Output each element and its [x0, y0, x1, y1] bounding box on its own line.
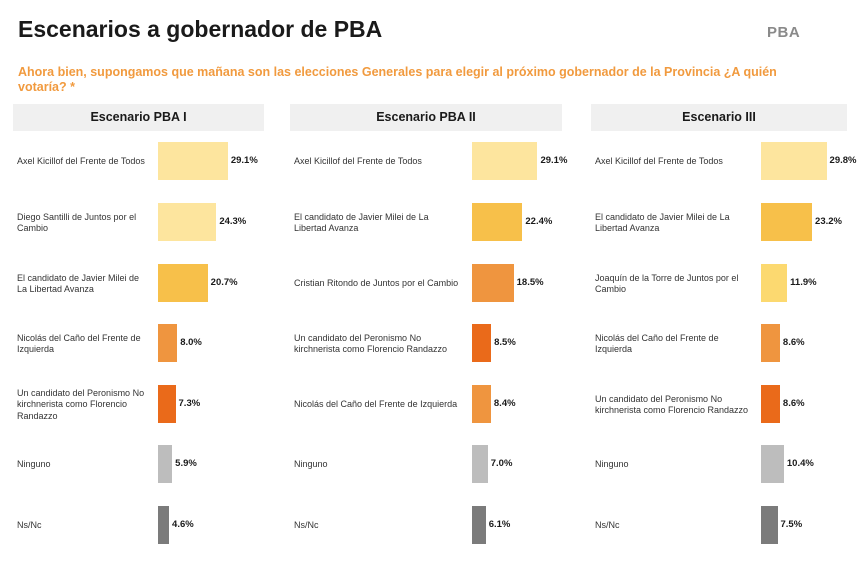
- bar-row: Un candidato del Peronismo No kirchneris…: [290, 324, 562, 364]
- category-label: Un candidato del Peronismo No kirchneris…: [595, 393, 749, 416]
- bar-row: Ninguno 10.4%: [591, 445, 847, 485]
- bar-row: Nicolás del Caño del Frente de Izquierda…: [591, 324, 847, 364]
- bar-row: Axel Kicillof del Frente de Todos 29.1%: [13, 142, 264, 182]
- scenario-title: Escenario PBA II: [290, 104, 562, 131]
- category-label: Nicolás del Caño del Frente de Izquierda: [294, 399, 458, 410]
- chart-title: Escenarios a gobernador de PBA: [18, 16, 383, 42]
- category-label: Nicolás del Caño del Frente de Izquierda: [17, 332, 141, 355]
- bar: [158, 385, 176, 423]
- bar: [158, 506, 170, 544]
- bar: [761, 506, 778, 544]
- category-label: Diego Santilli de Juntos por el Cambio: [17, 211, 137, 234]
- bar-row: El candidato de Javier Milei de La Liber…: [290, 203, 562, 243]
- value-label: 7.0%: [490, 458, 513, 469]
- value-label: 4.6%: [172, 519, 194, 530]
- bar-row: El candidato de Javier Milei de La Liber…: [591, 203, 847, 243]
- category-label: Ns/Nc: [294, 520, 319, 531]
- scenario-title: Escenario III: [591, 104, 847, 131]
- bar-row: Ninguno 5.9%: [13, 445, 264, 485]
- value-label: 20.7%: [210, 277, 238, 288]
- bar-row: Nicolás del Caño del Frente de Izquierda…: [290, 385, 562, 425]
- category-label: Un candidato del Peronismo No kirchneris…: [17, 387, 145, 421]
- bar: [761, 264, 788, 302]
- value-label: 24.3%: [219, 216, 247, 227]
- bar-row: Un candidato del Peronismo No kirchneris…: [13, 385, 264, 425]
- category-label: Ninguno: [294, 459, 328, 470]
- value-label: 8.4%: [493, 398, 516, 409]
- category-label: Axel Kicillof del Frente de Todos: [294, 156, 422, 167]
- bar: [761, 203, 813, 241]
- value-label: 8.5%: [494, 337, 516, 348]
- bar: [158, 203, 217, 241]
- value-label: 29.1%: [540, 155, 568, 166]
- bar: [472, 142, 538, 180]
- value-label: 7.3%: [178, 398, 201, 409]
- bar: [472, 203, 523, 241]
- bar: [472, 385, 491, 423]
- bar-row: El candidato de Javier Milei de La Liber…: [13, 264, 264, 304]
- value-label: 11.9%: [790, 277, 817, 288]
- value-label: 5.9%: [175, 458, 197, 469]
- survey-question: Ahora bien, supongamos que mañana son la…: [18, 65, 777, 94]
- value-label: 18.5%: [516, 277, 544, 288]
- bar-row: Cristian Ritondo de Juntos por el Cambio…: [290, 264, 562, 304]
- value-label: 8.0%: [180, 337, 202, 348]
- bar: [761, 142, 827, 180]
- bar: [472, 324, 492, 362]
- value-label: 29.8%: [829, 155, 857, 166]
- scenario-panel-1: Escenario PBA I Axel Kicillof del Frente …: [13, 104, 264, 554]
- bar: [158, 264, 208, 302]
- value-label: 22.4%: [525, 216, 553, 227]
- bar: [761, 445, 784, 483]
- category-label: Axel Kicillof del Frente de Todos: [17, 156, 145, 167]
- bar: [158, 445, 173, 483]
- bar-row: Joaquín de la Torre de Juntos por el Cam…: [591, 264, 847, 304]
- value-label: 7.5%: [780, 519, 803, 530]
- bar-row: Ns/Nc 4.6%: [13, 506, 264, 546]
- category-label: Un candidato del Peronismo No kirchneris…: [294, 332, 448, 355]
- region-tag: PBA: [767, 24, 801, 41]
- category-label: Ninguno: [595, 459, 629, 470]
- bar-row: Ns/Nc 7.5%: [591, 506, 847, 546]
- bar-row: Nicolás del Caño del Frente de Izquierda…: [13, 324, 264, 364]
- value-label: 8.6%: [782, 337, 805, 348]
- value-label: 6.1%: [488, 519, 511, 530]
- bar-row: Diego Santilli de Juntos por el Cambio 24…: [13, 203, 264, 243]
- category-label: El candidato de Javier Milei de La Liber…: [294, 211, 429, 234]
- category-label: Ns/Nc: [595, 520, 620, 531]
- scenario-panel-3: Escenario III Axel Kicillof del Frente de…: [591, 104, 856, 554]
- bar: [158, 324, 178, 362]
- bar: [761, 385, 780, 423]
- bar-row: Ns/Nc 6.1%: [290, 506, 562, 546]
- bar-row: Axel Kicillof del Frente de Todos 29.1%: [290, 142, 567, 182]
- bar: [472, 506, 486, 544]
- scenario-panel-2: Escenario PBA II Axel Kicillof del Frente…: [290, 104, 567, 554]
- bar-row: Un candidato del Peronismo No kirchneris…: [591, 385, 847, 425]
- bar-row: Axel Kicillof del Frente de Todos 29.8%: [591, 142, 856, 182]
- bar-row: Ninguno 7.0%: [290, 445, 562, 485]
- bar: [158, 142, 228, 180]
- value-label: 8.6%: [782, 398, 805, 409]
- value-label: 23.2%: [815, 216, 842, 227]
- bar: [761, 324, 780, 362]
- category-label: El candidato de Javier Milei de La Liber…: [595, 211, 730, 234]
- scenario-title: Escenario PBA I: [13, 104, 264, 131]
- value-label: 10.4%: [786, 458, 814, 469]
- category-label: Nicolás del Caño del Frente de Izquierda: [595, 332, 719, 355]
- bar: [472, 264, 514, 302]
- category-label: Ns/Nc: [17, 520, 42, 531]
- category-label: Joaquín de la Torre de Juntos por el Cam…: [595, 272, 739, 295]
- value-label: 29.1%: [230, 155, 258, 166]
- category-label: Ninguno: [17, 459, 51, 470]
- category-label: El candidato de Javier Milei de La Liber…: [17, 272, 140, 295]
- category-label: Cristian Ritondo de Juntos por el Cambio: [294, 278, 459, 289]
- category-label: Axel Kicillof del Frente de Todos: [595, 156, 723, 167]
- bar: [472, 445, 488, 483]
